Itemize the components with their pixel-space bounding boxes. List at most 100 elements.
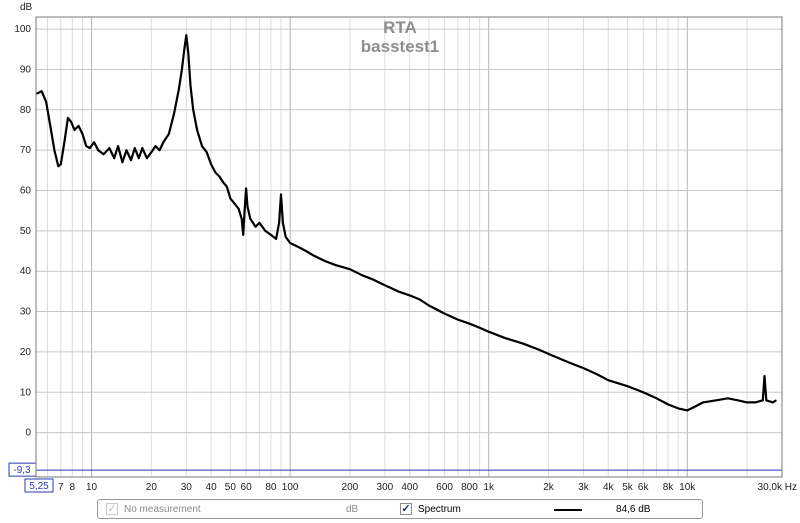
data-point bbox=[218, 175, 220, 177]
data-point bbox=[53, 149, 56, 151]
data-point bbox=[428, 304, 430, 307]
x-tick-label: 300 bbox=[377, 482, 394, 493]
data-point bbox=[596, 373, 598, 375]
data-point bbox=[479, 327, 481, 329]
x-tick-label: 5k bbox=[622, 482, 634, 493]
x-tick-label: 2k bbox=[543, 482, 555, 493]
data-point bbox=[173, 113, 175, 115]
data-point bbox=[241, 218, 243, 220]
data-point bbox=[214, 171, 216, 173]
data-point bbox=[187, 52, 189, 54]
data-point bbox=[258, 222, 260, 224]
data-point bbox=[655, 397, 658, 399]
series-line-spectrum bbox=[36, 34, 777, 412]
spectrum-value-readout: 84,6 dB bbox=[616, 504, 651, 515]
data-point bbox=[775, 399, 777, 401]
data-point bbox=[297, 246, 299, 248]
y-tick-label: 0 bbox=[25, 428, 31, 439]
data-point bbox=[154, 145, 157, 147]
no-measurement-checkbox[interactable]: ✓ bbox=[106, 503, 118, 515]
spectrum-line-swatch bbox=[554, 509, 582, 511]
data-point bbox=[81, 133, 84, 135]
y-min-readout[interactable]: -9,3 bbox=[8, 462, 37, 477]
data-point bbox=[335, 264, 337, 266]
y-tick-label: 20 bbox=[20, 347, 32, 358]
data-point bbox=[275, 238, 277, 240]
data-point bbox=[41, 90, 43, 92]
data-point bbox=[222, 181, 224, 183]
x-tick-label: 10 bbox=[86, 482, 98, 493]
y-tick-label: 90 bbox=[20, 64, 32, 75]
data-point bbox=[754, 401, 756, 403]
data-point bbox=[73, 129, 76, 131]
data-point bbox=[255, 226, 257, 228]
data-point bbox=[765, 399, 767, 401]
data-point bbox=[238, 208, 240, 210]
x-tick-label: 10k bbox=[679, 482, 696, 493]
data-point bbox=[772, 401, 774, 403]
x-tick-label: 80 bbox=[265, 482, 277, 493]
data-point bbox=[108, 147, 110, 149]
data-point bbox=[264, 230, 266, 232]
data-point bbox=[384, 284, 386, 286]
data-point bbox=[285, 236, 287, 238]
data-point bbox=[444, 313, 446, 315]
marker-line-layer: -9,3 bbox=[8, 462, 782, 477]
data-point bbox=[305, 250, 307, 252]
x-tick-label: 40 bbox=[206, 482, 218, 493]
data-point bbox=[63, 141, 65, 143]
data-point bbox=[523, 343, 525, 345]
data-point bbox=[727, 397, 729, 399]
data-point bbox=[763, 375, 766, 377]
data-point bbox=[70, 121, 72, 123]
x-tick-label: 60 bbox=[241, 482, 253, 493]
x-tick-label: 6k bbox=[638, 482, 650, 493]
chart-subtitle: basstest1 bbox=[361, 37, 439, 56]
spectrum-checkbox[interactable]: ✓ bbox=[400, 503, 412, 515]
data-point bbox=[97, 149, 99, 151]
data-point bbox=[397, 290, 399, 292]
data-point bbox=[78, 125, 80, 127]
x-tick-label: 30,0k Hz bbox=[758, 482, 797, 493]
x-tick-label: 1k bbox=[483, 482, 495, 493]
plot-area[interactable] bbox=[36, 17, 782, 477]
data-point bbox=[85, 145, 87, 147]
data-point bbox=[138, 157, 140, 159]
data-point bbox=[49, 125, 51, 127]
data-point bbox=[278, 222, 280, 224]
data-point bbox=[694, 405, 697, 407]
data-point bbox=[245, 187, 247, 190]
legend-bar: ✓ No measurement dB ✓ Spectrum 84,6 dB bbox=[97, 499, 703, 519]
y-tick-label: 80 bbox=[20, 105, 32, 116]
data-point bbox=[130, 159, 132, 161]
x-tick-label: 3k bbox=[578, 482, 590, 493]
data-point bbox=[677, 407, 679, 409]
data-point bbox=[246, 206, 249, 208]
data-point bbox=[280, 193, 282, 196]
data-point bbox=[361, 274, 363, 276]
x-min-readout[interactable]: 5,25 bbox=[24, 478, 54, 493]
data-point bbox=[503, 337, 505, 339]
data-point bbox=[226, 185, 228, 188]
data-point bbox=[607, 379, 609, 381]
y-tick-label: 40 bbox=[20, 266, 32, 277]
data-point bbox=[746, 401, 748, 403]
data-point bbox=[270, 234, 272, 236]
data-point bbox=[538, 349, 541, 351]
data-point bbox=[168, 133, 170, 135]
data-point bbox=[409, 294, 411, 296]
x-tick-label: 50 bbox=[225, 482, 237, 493]
x-tick-label: 600 bbox=[436, 482, 453, 493]
data-point bbox=[737, 399, 739, 401]
y-tick-label: 70 bbox=[20, 145, 32, 156]
data-point bbox=[57, 165, 59, 167]
data-point bbox=[45, 101, 47, 103]
data-point bbox=[117, 145, 119, 147]
data-point bbox=[192, 109, 194, 111]
data-point bbox=[349, 268, 351, 270]
data-point bbox=[468, 323, 471, 325]
data-point bbox=[189, 85, 192, 87]
data-point bbox=[125, 149, 128, 151]
data-point bbox=[702, 401, 704, 403]
data-point bbox=[162, 141, 164, 143]
